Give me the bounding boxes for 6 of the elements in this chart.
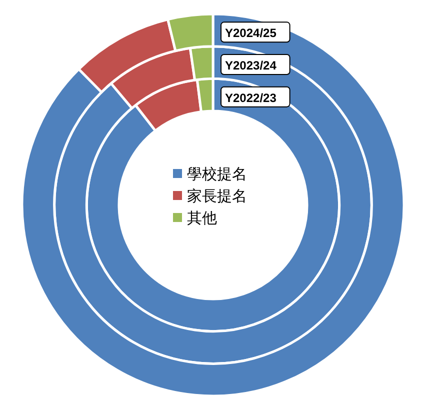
slice-label: Y2023/24 xyxy=(225,58,277,72)
legend-label: 家長提名 xyxy=(187,187,247,205)
legend-label: 其他 xyxy=(187,209,217,227)
legend-label: 學校提名 xyxy=(187,165,247,183)
slice-label: Y2022/23 xyxy=(225,90,277,105)
slice-label: Y2024/25 xyxy=(225,26,277,40)
